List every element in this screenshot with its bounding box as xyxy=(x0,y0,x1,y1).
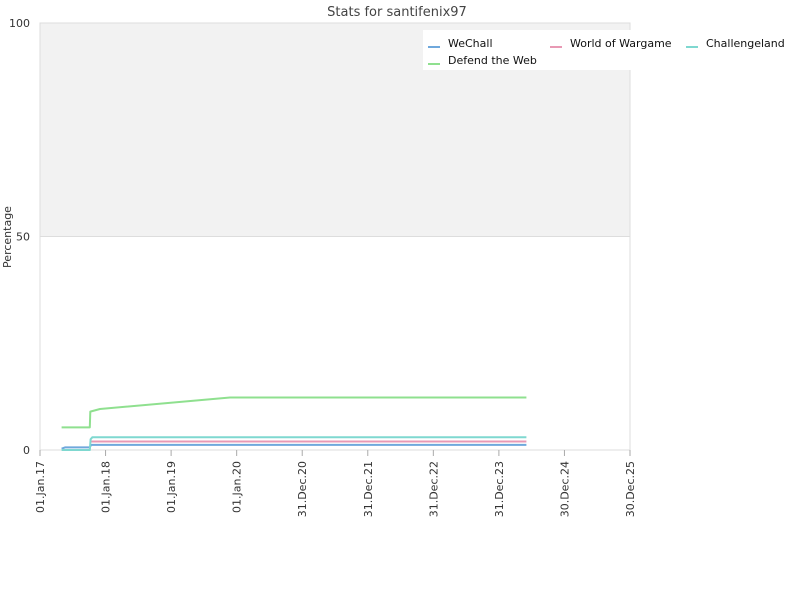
x-axis-ticks: 01.Jan.17 01.Jan.18 01.Jan.19 01.Jan.20 31.D… xyxy=(34,450,637,517)
chart-title: Stats for santifenix97 xyxy=(327,5,467,20)
x-tick-label: 01.Jan.18 xyxy=(100,461,113,513)
grid-lines xyxy=(40,22,630,451)
x-tick-label: 01.Jan.19 xyxy=(165,461,178,513)
x-tick-label: 31.Dec.20 xyxy=(296,461,309,517)
y-axis-ticks: 0 50 100 xyxy=(9,17,30,457)
y-tick-label: 100 xyxy=(9,17,30,30)
x-tick-label: 30.Dec.24 xyxy=(558,461,571,517)
legend-item-label[interactable]: Challengeland xyxy=(706,37,785,50)
legend[interactable]: WeChall World of Wargame Challengeland Defe… xyxy=(423,30,788,70)
y-tick-label: 0 xyxy=(23,444,30,457)
series-line xyxy=(61,443,527,450)
legend-item-label[interactable]: World of Wargame xyxy=(570,37,672,50)
x-tick-label: 30.Dec.25 xyxy=(624,461,637,517)
legend-box xyxy=(423,30,788,70)
legend-item-label[interactable]: Defend the Web xyxy=(448,54,537,67)
legend-item-label[interactable]: WeChall xyxy=(448,37,493,50)
series-line xyxy=(61,396,527,429)
x-tick-label: 31.Dec.23 xyxy=(493,461,506,517)
x-tick-label: 01.Jan.17 xyxy=(34,461,47,513)
x-tick-label: 01.Jan.20 xyxy=(231,461,244,513)
y-axis-label: Percentage xyxy=(1,206,14,268)
x-tick-label: 31.Dec.21 xyxy=(362,461,375,517)
x-tick-label: 31.Dec.22 xyxy=(427,461,440,517)
series-line xyxy=(61,436,527,451)
series-lines xyxy=(61,396,527,451)
y-tick-label: 50 xyxy=(16,231,30,244)
